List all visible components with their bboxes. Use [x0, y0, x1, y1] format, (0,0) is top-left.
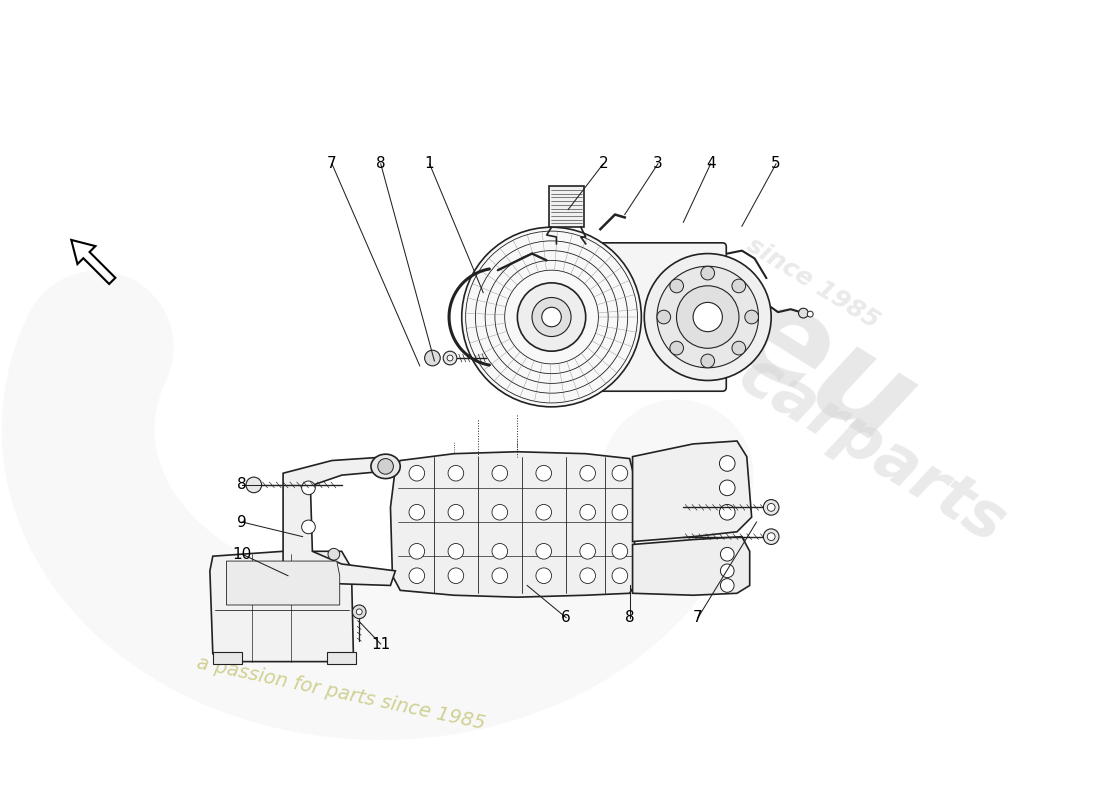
Circle shape: [301, 481, 316, 494]
Text: 7: 7: [327, 156, 337, 171]
Polygon shape: [327, 652, 356, 663]
Circle shape: [356, 609, 362, 614]
Circle shape: [492, 543, 507, 559]
Circle shape: [492, 505, 507, 520]
Circle shape: [580, 543, 595, 559]
Circle shape: [720, 564, 734, 578]
Circle shape: [612, 543, 628, 559]
Circle shape: [657, 310, 671, 324]
Text: 9: 9: [238, 514, 248, 530]
Circle shape: [492, 466, 507, 481]
Circle shape: [542, 307, 561, 326]
Circle shape: [246, 477, 262, 493]
Text: 3: 3: [653, 156, 663, 171]
Circle shape: [409, 568, 425, 583]
Circle shape: [580, 568, 595, 583]
Circle shape: [657, 266, 759, 368]
Polygon shape: [283, 457, 395, 586]
Circle shape: [612, 568, 628, 583]
Circle shape: [670, 342, 683, 355]
Circle shape: [612, 466, 628, 481]
Text: 4: 4: [706, 156, 715, 171]
Text: rocarparts: rocarparts: [663, 303, 1016, 555]
Polygon shape: [210, 551, 353, 662]
Circle shape: [536, 568, 551, 583]
Circle shape: [352, 605, 366, 618]
Polygon shape: [390, 452, 635, 597]
Circle shape: [701, 266, 715, 280]
Circle shape: [443, 351, 456, 365]
Text: 8: 8: [625, 610, 635, 625]
Circle shape: [807, 311, 813, 317]
Circle shape: [768, 533, 776, 541]
Circle shape: [719, 505, 735, 520]
Ellipse shape: [371, 454, 400, 478]
Circle shape: [768, 503, 776, 511]
Polygon shape: [632, 537, 750, 595]
Circle shape: [536, 505, 551, 520]
Circle shape: [720, 578, 734, 592]
Circle shape: [536, 543, 551, 559]
Circle shape: [532, 298, 571, 337]
Polygon shape: [212, 652, 242, 663]
Circle shape: [763, 529, 779, 545]
Text: 11: 11: [371, 637, 390, 651]
Polygon shape: [549, 186, 584, 227]
Circle shape: [448, 505, 464, 520]
Circle shape: [425, 350, 440, 366]
Circle shape: [517, 283, 585, 351]
Circle shape: [645, 254, 771, 381]
Circle shape: [409, 466, 425, 481]
Circle shape: [536, 466, 551, 481]
Text: 10: 10: [232, 546, 252, 562]
Text: a passion for parts since 1985: a passion for parts since 1985: [195, 653, 487, 733]
Circle shape: [732, 279, 746, 293]
Circle shape: [763, 499, 779, 515]
Circle shape: [448, 543, 464, 559]
Text: 6: 6: [561, 610, 571, 625]
Circle shape: [732, 342, 746, 355]
Circle shape: [799, 308, 808, 318]
Circle shape: [580, 466, 595, 481]
Circle shape: [448, 568, 464, 583]
Circle shape: [670, 279, 683, 293]
Text: 8: 8: [376, 156, 385, 171]
Circle shape: [676, 286, 739, 348]
Text: 8: 8: [238, 478, 246, 493]
Text: 5: 5: [771, 156, 781, 171]
Circle shape: [720, 547, 734, 561]
FancyBboxPatch shape: [538, 243, 726, 391]
Text: 2: 2: [598, 156, 608, 171]
Circle shape: [701, 354, 715, 368]
Circle shape: [745, 310, 759, 324]
Polygon shape: [227, 561, 340, 605]
Text: 7: 7: [693, 610, 703, 625]
Polygon shape: [632, 441, 751, 542]
Circle shape: [719, 480, 735, 496]
Circle shape: [580, 505, 595, 520]
Text: since 1985: since 1985: [741, 233, 883, 333]
Circle shape: [409, 505, 425, 520]
Text: 1: 1: [425, 156, 435, 171]
Circle shape: [409, 543, 425, 559]
Circle shape: [447, 355, 453, 361]
Circle shape: [328, 548, 340, 560]
Circle shape: [693, 302, 723, 332]
Circle shape: [492, 568, 507, 583]
Text: eu: eu: [713, 268, 935, 473]
Circle shape: [377, 458, 394, 474]
Circle shape: [462, 227, 641, 407]
Circle shape: [612, 505, 628, 520]
Circle shape: [719, 456, 735, 471]
Circle shape: [301, 520, 316, 534]
Circle shape: [448, 466, 464, 481]
